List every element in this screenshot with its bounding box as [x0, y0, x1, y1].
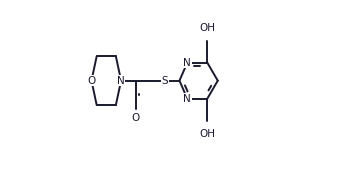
Text: S: S — [162, 76, 168, 86]
Text: OH: OH — [199, 23, 215, 33]
Text: OH: OH — [199, 129, 215, 139]
Text: N: N — [184, 58, 191, 68]
Text: O: O — [87, 76, 96, 86]
Text: O: O — [132, 113, 140, 123]
Text: N: N — [117, 76, 125, 86]
Text: N: N — [184, 94, 191, 104]
